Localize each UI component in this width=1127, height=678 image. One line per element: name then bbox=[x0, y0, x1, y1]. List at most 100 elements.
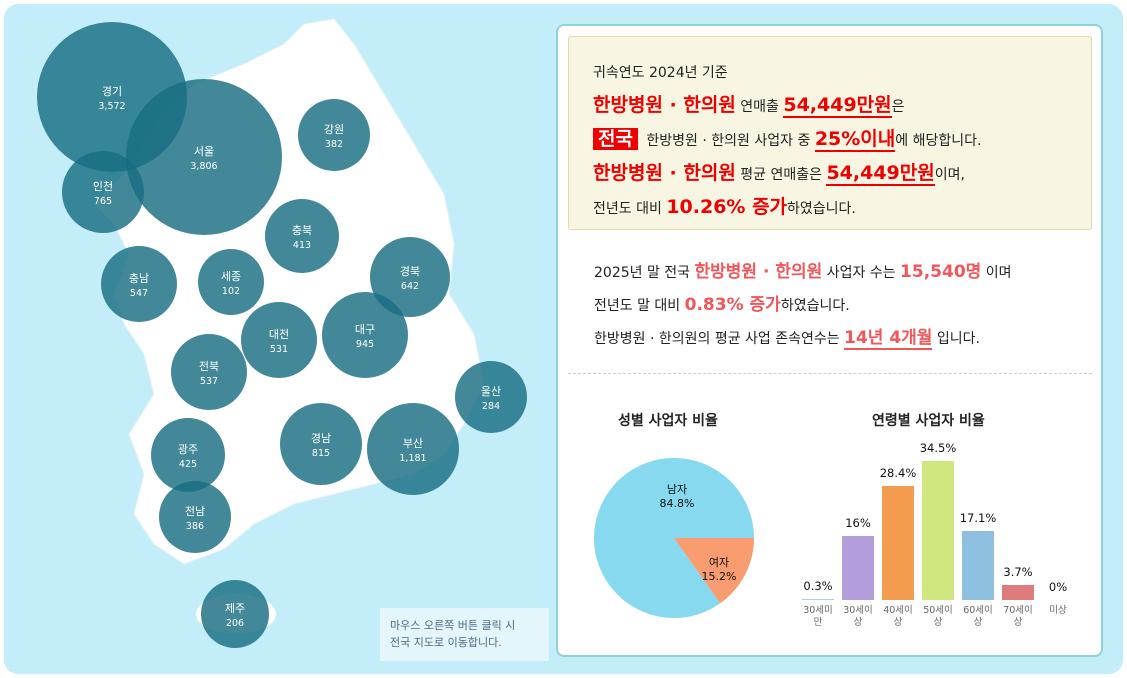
percentile: 25%이내 bbox=[814, 128, 896, 152]
cat-line1: 30세미 bbox=[803, 605, 833, 616]
region-bubble[interactable]: 세종 102 bbox=[198, 249, 264, 315]
bar-category-label: 40세이 상 bbox=[878, 605, 918, 629]
base-year: 귀속연도 2024년 기준 bbox=[593, 65, 728, 81]
region-name: 강원 bbox=[323, 122, 345, 136]
bar-category-label: 30세이 상 bbox=[838, 605, 878, 629]
cat-line2: 상 bbox=[853, 617, 863, 628]
count-growth: 0.83% 증가 bbox=[684, 295, 781, 315]
cat-line1: 60세이 bbox=[963, 605, 993, 616]
region-value: 547 bbox=[129, 287, 149, 299]
slice-value: 15.2% bbox=[701, 570, 737, 583]
text: 입니다. bbox=[932, 331, 980, 347]
divider bbox=[568, 373, 1092, 374]
cat-line2: 상 bbox=[973, 617, 983, 628]
bar-category-label: 70세이 상 bbox=[998, 605, 1038, 629]
text: 하였습니다. bbox=[780, 298, 850, 314]
national-badge: 전국 bbox=[593, 128, 638, 150]
cat-line1: 30세이 bbox=[843, 605, 873, 616]
region-bubble[interactable]: 충북 413 bbox=[265, 199, 339, 273]
region-name: 대전 bbox=[268, 327, 290, 341]
region-value: 425 bbox=[178, 458, 198, 470]
pie-label: 여자 15.2% bbox=[694, 554, 744, 583]
region-value: 284 bbox=[481, 400, 501, 412]
bar-category-label: 60세이 상 bbox=[958, 605, 998, 629]
bar-category-label: 미상 bbox=[1038, 605, 1078, 617]
annual-revenue: 54,449만원 bbox=[783, 94, 892, 118]
cat-line1: 40세이 bbox=[883, 605, 913, 616]
region-value: 765 bbox=[93, 195, 113, 207]
summary-panel: 귀속연도 2024년 기준 한방병원 · 한의원 연매출 54,449만원은 전… bbox=[556, 24, 1103, 657]
biz-type: 한방병원 · 한의원 bbox=[593, 94, 736, 116]
region-value: 3,806 bbox=[190, 160, 218, 172]
bar-value-label: 0% bbox=[1048, 580, 1068, 594]
pie-slice-female[interactable] bbox=[674, 538, 754, 604]
region-value: 945 bbox=[355, 338, 375, 350]
region-bubble[interactable]: 전북 537 bbox=[171, 334, 247, 410]
region-name: 전북 bbox=[198, 359, 220, 373]
region-name: 경북 bbox=[399, 264, 421, 278]
region-value: 642 bbox=[400, 280, 420, 292]
text: 은 bbox=[891, 99, 905, 115]
age-bar[interactable] bbox=[1002, 585, 1034, 600]
region-value: 386 bbox=[185, 520, 205, 532]
region-name: 광주 bbox=[177, 442, 199, 456]
gender-pie-chart bbox=[594, 458, 754, 618]
region-value: 537 bbox=[199, 375, 219, 387]
region-bubble[interactable]: 대구 945 bbox=[322, 292, 408, 378]
region-value: 531 bbox=[269, 343, 289, 355]
region-bubble[interactable]: 전남 386 bbox=[159, 481, 231, 553]
text: 한방병원 · 한의원 사업자 중 bbox=[641, 133, 815, 149]
bar-value-label: 34.5% bbox=[919, 440, 957, 455]
region-value: 382 bbox=[324, 138, 344, 150]
revenue-summary: 귀속연도 2024년 기준 한방병원 · 한의원 연매출 54,449만원은 전… bbox=[568, 36, 1092, 230]
cat-line1: 50세이 bbox=[923, 605, 953, 616]
pie-label: 남자 84.8% bbox=[652, 481, 702, 510]
age-bar[interactable] bbox=[842, 535, 874, 600]
region-name: 제주 bbox=[224, 601, 246, 615]
bar-category-label: 30세미 만 bbox=[798, 605, 838, 629]
region-bubble[interactable]: 부산 1,181 bbox=[367, 403, 459, 495]
region-bubble[interactable]: 광주 425 bbox=[151, 418, 225, 492]
region-bubble[interactable]: 대전 531 bbox=[241, 302, 317, 378]
text: 이며, bbox=[934, 167, 965, 183]
region-bubble[interactable]: 서울 3,806 bbox=[126, 79, 282, 235]
cat-line2: 만 bbox=[813, 617, 823, 628]
text: 2025년 말 전국 bbox=[594, 265, 695, 281]
text: 하였습니다. bbox=[787, 201, 856, 217]
slice-name: 남자 bbox=[666, 483, 688, 496]
avg-years: 14년 4개월 bbox=[844, 328, 933, 350]
bar-category-label: 50세이 상 bbox=[918, 605, 958, 629]
cat-line2: 상 bbox=[1013, 617, 1023, 628]
bar-value-label: 16% bbox=[845, 515, 871, 530]
region-bubble[interactable]: 제주 206 bbox=[201, 580, 269, 648]
region-value: 1,181 bbox=[399, 452, 427, 464]
map-hint: 마우스 오른쪽 버튼 클릭 시 전국 지도로 이동합니다. bbox=[380, 608, 549, 661]
region-name: 부산 bbox=[402, 436, 424, 450]
text: 평균 연매출은 bbox=[735, 167, 827, 183]
region-name: 울산 bbox=[480, 384, 502, 398]
region-bubble[interactable]: 울산 284 bbox=[455, 361, 527, 433]
text: 이며 bbox=[981, 265, 1012, 281]
age-chart-title: 연령별 사업자 비율 bbox=[872, 413, 985, 429]
region-bubble[interactable]: 경남 815 bbox=[280, 403, 362, 485]
region-name: 경기 bbox=[101, 84, 123, 98]
bar-value-label: 3.7% bbox=[1003, 565, 1033, 580]
business-stats: 2025년 말 전국 한방병원 · 한의원 사업자 수는 15,540명 이며 … bbox=[594, 256, 1012, 355]
age-bar[interactable] bbox=[802, 598, 834, 600]
business-count: 15,540명 bbox=[900, 262, 982, 282]
hint-line-2: 전국 지도로 이동합니다. bbox=[390, 636, 502, 649]
age-bar[interactable] bbox=[962, 531, 994, 600]
text: 에 해당합니다. bbox=[895, 133, 982, 149]
age-bar[interactable] bbox=[882, 485, 914, 600]
region-value: 102 bbox=[221, 285, 241, 297]
cat-line2: 상 bbox=[933, 617, 943, 628]
cat-line1: 70세이 bbox=[1003, 605, 1033, 616]
bar-value-label: 17.1% bbox=[959, 511, 997, 526]
region-bubble[interactable]: 인천 765 bbox=[62, 151, 144, 233]
pie-slice-male[interactable] bbox=[594, 458, 754, 618]
slice-value: 84.8% bbox=[659, 497, 695, 510]
age-bar[interactable] bbox=[922, 460, 954, 600]
text: 전년도 대비 bbox=[593, 201, 667, 217]
region-bubble[interactable]: 충남 547 bbox=[101, 246, 177, 322]
region-bubble[interactable]: 강원 382 bbox=[298, 99, 370, 171]
